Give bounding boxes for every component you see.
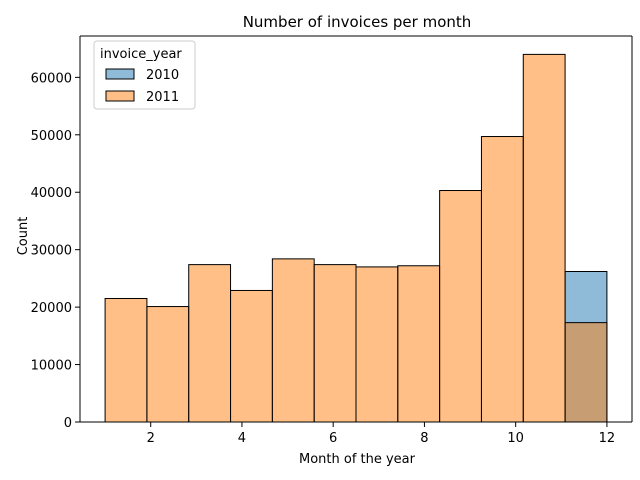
bar-2011-bin-9 xyxy=(439,190,482,423)
x-tick-label: 12 xyxy=(599,431,616,446)
axes xyxy=(79,35,633,423)
bar-2011-bin-11 xyxy=(522,53,566,423)
ticks: 2 4 6 8 10 12 0 10000 20000 30000 40000 50000 60000 xyxy=(31,71,616,446)
y-tick-label: 20000 xyxy=(31,301,72,316)
bar-2011-bin-2 xyxy=(146,306,190,423)
bar-2011-bin-7 xyxy=(355,266,399,423)
x-tick-label: 4 xyxy=(238,431,246,446)
legend-swatch-2010 xyxy=(105,68,135,80)
bar-2011-bin-1 xyxy=(104,298,148,423)
y-tick-label: 40000 xyxy=(31,186,72,201)
y-tick-label: 30000 xyxy=(31,244,72,259)
bar-2011-bin-5 xyxy=(271,258,315,423)
x-tick-label: 2 xyxy=(147,431,155,446)
bar-2011-bin-10 xyxy=(480,136,524,423)
legend: invoice_year 2010 2011 xyxy=(93,40,196,110)
legend-label-2010: 2010 xyxy=(146,68,179,83)
bar-2011-bin-6 xyxy=(313,264,357,423)
bar-2011-bin-3 xyxy=(188,264,232,423)
x-tick-label: 10 xyxy=(507,431,524,446)
legend-label-2011: 2011 xyxy=(146,90,179,105)
legend-swatch-2011 xyxy=(105,90,135,102)
bars xyxy=(104,53,608,423)
bar-2011-bin-4 xyxy=(230,289,273,423)
y-axis-label: Count xyxy=(16,217,31,256)
y-tick-label: 60000 xyxy=(31,71,72,86)
legend-title: invoice_year xyxy=(100,47,182,62)
y-tick-label: 50000 xyxy=(31,129,72,144)
x-tick-label: 8 xyxy=(420,431,428,446)
y-tick-label: 10000 xyxy=(31,359,72,374)
x-axis-label: Month of the year xyxy=(299,452,416,467)
bar-2011-bin-12 xyxy=(564,322,608,423)
y-tick-label: 0 xyxy=(64,416,72,431)
bar-2011-bin-8 xyxy=(397,265,441,423)
chart-title: Number of invoices per month xyxy=(243,13,472,31)
x-tick-label: 6 xyxy=(329,431,337,446)
